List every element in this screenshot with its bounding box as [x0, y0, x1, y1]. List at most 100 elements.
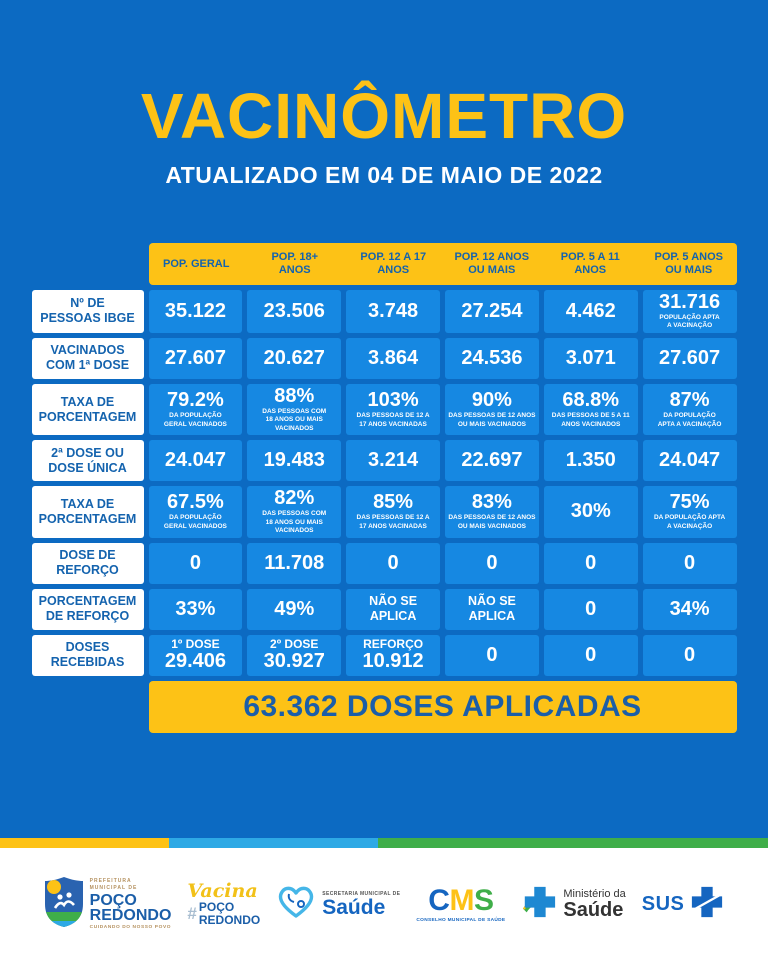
- cell-value: 79.2%: [167, 389, 224, 412]
- data-cell: 75% DA POPULAÇÃO APTA A VACINAÇÃO: [642, 486, 737, 538]
- column-header: POP. 5 ANOS OU MAIS: [654, 251, 723, 276]
- data-cell: 82% DAS PESSOAS COM 18 ANOS OU MAIS VACIN…: [247, 486, 342, 538]
- data-cell: 0: [445, 542, 539, 584]
- secretaria-name: Saúde: [322, 895, 386, 919]
- cms-letter-s: S: [473, 883, 494, 917]
- cell-value: 30.927: [263, 650, 325, 673]
- data-cell: 85% DAS PESSOAS DE 12 A 17 ANOS VACINADAS: [346, 486, 440, 538]
- data-cell: NÃO SE APLICA: [445, 588, 539, 630]
- cell-subtext: DAS PESSOAS COM 18 ANOS OU MAIS VACINADO…: [262, 510, 327, 535]
- cell-value: 0: [684, 643, 696, 666]
- cell-subtext: POPULAÇÃO APTA A VACINAÇÃO: [659, 314, 720, 330]
- cell-value: 0: [684, 551, 696, 574]
- data-cell: 33%: [148, 588, 243, 630]
- row-label: VACINADOS COM 1ª DOSE: [31, 337, 144, 379]
- stripe-yellow-segment: [0, 838, 169, 848]
- cell-value: 49%: [274, 597, 315, 620]
- data-cell: 24.047: [148, 440, 243, 482]
- cell-value: 0: [585, 597, 597, 620]
- cms-letter-c: C: [428, 883, 450, 917]
- poster-body: VACINÔMETRO ATUALIZADO EM 04 DE MAIO DE …: [0, 0, 768, 838]
- cell-value: 27.607: [658, 346, 721, 369]
- cell-value: 83%: [471, 491, 512, 514]
- data-cell: 34%: [642, 588, 737, 630]
- row-label: DOSES RECEBIDAS: [31, 634, 144, 676]
- data-cell: 24.047: [642, 440, 737, 482]
- cell-value: 33%: [175, 597, 216, 620]
- cell-value: 11.708: [264, 551, 325, 574]
- data-cell: 22.697: [445, 440, 539, 482]
- data-cell: 0: [543, 542, 638, 584]
- page-title: VACINÔMETRO: [140, 80, 628, 152]
- cell-value: 19.483: [263, 449, 325, 472]
- data-cell: 103% DAS PESSOAS DE 12 A 17 ANOS VACINADA…: [346, 383, 440, 436]
- data-cell: 31.716 POPULAÇÃO APTA A VACINAÇÃO: [642, 290, 737, 333]
- cell-value: 67.5%: [167, 491, 224, 514]
- cell-value: 34%: [669, 597, 710, 620]
- column-header: POP. 5 A 11 ANOS: [560, 251, 620, 276]
- data-cell: 27.607: [642, 337, 737, 379]
- footer-stripe: [0, 838, 768, 848]
- data-cell: 4.462: [543, 290, 638, 333]
- cell-subtext: DAS PESSOAS DE 12 ANOS OU MAIS VACINADOS: [448, 514, 536, 530]
- data-cell: 1º DOSE 29.406: [148, 634, 243, 676]
- cell-subtext: DAS PESSOAS COM 18 ANOS OU MAIS VACINADO…: [262, 407, 327, 432]
- cell-subtext: DA POPULAÇÃO GERAL VACINADOS: [163, 412, 227, 428]
- sus-label: SUS: [641, 892, 685, 915]
- cell-value: 27.254: [461, 299, 523, 322]
- cell-top-label: 2º DOSE: [270, 636, 319, 651]
- cell-value: NÃO SE APLICA: [369, 594, 418, 623]
- row-label: TAXA DE PORCENTAGEM: [31, 383, 144, 436]
- cell-value: 23.506: [263, 299, 325, 322]
- cell-value: 0: [189, 551, 201, 574]
- data-cell: 3.214: [346, 440, 440, 482]
- data-cell: 35.122: [148, 290, 243, 333]
- cell-value: 27.607: [164, 346, 226, 369]
- cell-value: 1.350: [565, 449, 616, 472]
- cms-logo: C M S CONSELHO MUNICIPAL DE SAÚDE: [416, 883, 505, 923]
- cell-value: 3.214: [368, 449, 419, 472]
- data-cell: 0: [543, 634, 638, 676]
- municipal-crest-icon: [44, 876, 84, 933]
- cell-value: 87%: [669, 389, 710, 412]
- row-label: PORCENTAGEM DE REFORÇO: [31, 588, 144, 630]
- data-cell: NÃO SE APLICA: [346, 588, 440, 630]
- cell-value: 0: [585, 643, 597, 666]
- ministerio-saude-logo: Ministério da Saúde: [521, 883, 626, 926]
- cell-value: 24.047: [164, 449, 226, 472]
- cell-value: 3.748: [368, 299, 419, 322]
- cell-value: 103%: [367, 389, 419, 412]
- cell-subtext: DAS PESSOAS DE 5 A 11 ANOS VACINADOS: [551, 412, 630, 428]
- cell-value: 30%: [570, 500, 611, 523]
- data-cell: 1.350: [543, 440, 638, 482]
- vaccination-table: POP. GERAL POP. 18+ ANOS POP. 12 A 17 AN…: [31, 243, 737, 733]
- hashtag-icon: #: [187, 904, 197, 923]
- cms-letter-m: M: [449, 883, 474, 917]
- data-cell: 23.506: [247, 290, 342, 333]
- sus-cross-icon: [690, 885, 724, 924]
- cell-value: 88%: [274, 384, 315, 407]
- cell-value: 3.071: [565, 346, 616, 369]
- data-cell: 0: [346, 542, 440, 584]
- table-header: POP. GERAL POP. 18+ ANOS POP. 12 A 17 AN…: [148, 243, 737, 285]
- data-cell: 20.627: [247, 337, 342, 379]
- cell-value: 4.462: [565, 299, 616, 322]
- column-header: POP. 18+ ANOS: [271, 251, 319, 276]
- prefeitura-logo: PREFEITURA MUNICIPAL DE POÇO REDONDO CUI…: [44, 876, 171, 933]
- cell-top-label: 1º DOSE: [171, 636, 220, 651]
- data-cell: 67.5% DA POPULAÇÃO GERAL VACINADOS: [148, 486, 243, 538]
- cell-subtext: DAS PESSOAS DE 12 ANOS OU MAIS VACINADOS: [448, 412, 536, 428]
- cell-subtext: DA POPULAÇÃO APTA A VACINAÇÃO: [653, 514, 726, 530]
- data-cell: 19.483: [247, 440, 342, 482]
- data-cell: 0: [445, 634, 539, 676]
- cell-value: 10.912: [362, 650, 424, 673]
- data-cell: 49%: [247, 588, 342, 630]
- cell-subtext: DA POPULAÇÃO APTA A VACINAÇÃO: [657, 412, 722, 428]
- cell-subtext: DAS PESSOAS DE 12 A 17 ANOS VACINADAS: [356, 412, 430, 428]
- cell-value: 29.406: [164, 650, 226, 673]
- row-label: 2ª DOSE OU DOSE ÚNICA: [31, 440, 144, 482]
- data-cell: 83% DAS PESSOAS DE 12 ANOS OU MAIS VACINA…: [445, 486, 539, 538]
- stripe-green-segment: [378, 838, 768, 848]
- data-cell: 27.254: [445, 290, 539, 333]
- column-header: POP. 12 A 17 ANOS: [360, 251, 427, 276]
